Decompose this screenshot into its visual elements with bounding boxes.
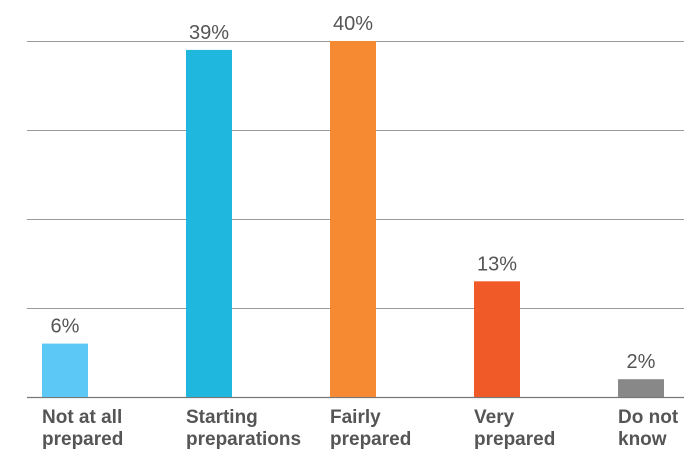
category-label: Do not bbox=[618, 407, 679, 428]
category-label: preparations bbox=[186, 429, 301, 450]
category-label: know bbox=[618, 429, 667, 450]
category-label: Very bbox=[474, 407, 515, 428]
data-label: 40% bbox=[333, 13, 373, 35]
bar bbox=[186, 49, 232, 398]
data-label: 39% bbox=[189, 22, 229, 44]
category-label: Not at all bbox=[42, 407, 122, 428]
data-label: 2% bbox=[627, 351, 656, 373]
category-label: prepared bbox=[42, 429, 123, 450]
bar bbox=[618, 379, 664, 397]
bar bbox=[474, 281, 520, 397]
category-label: Starting bbox=[186, 407, 258, 428]
category-label: Fairly bbox=[330, 407, 381, 428]
data-label: 13% bbox=[477, 253, 517, 275]
bar bbox=[42, 343, 88, 397]
category-label: prepared bbox=[474, 429, 555, 450]
data-label: 6% bbox=[51, 316, 80, 338]
bar bbox=[330, 41, 376, 397]
category-label: prepared bbox=[330, 429, 411, 450]
